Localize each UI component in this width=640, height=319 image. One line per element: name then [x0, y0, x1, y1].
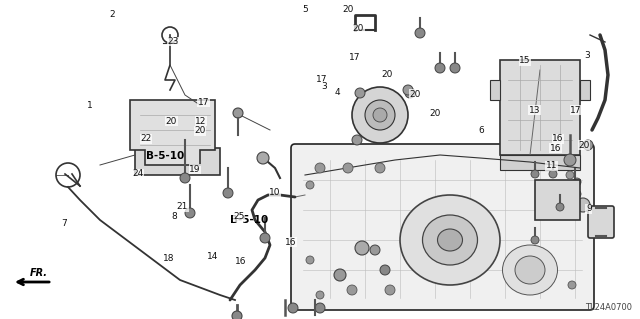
Text: 5: 5 [303, 5, 308, 14]
Text: 16: 16 [235, 257, 246, 266]
Text: 25: 25 [234, 212, 245, 221]
Text: 16: 16 [552, 134, 564, 143]
Circle shape [385, 285, 395, 295]
Circle shape [306, 181, 314, 189]
Text: B-5-10: B-5-10 [230, 215, 269, 225]
Polygon shape [580, 80, 590, 100]
Polygon shape [135, 148, 220, 175]
Text: 20: 20 [342, 5, 354, 14]
Text: 20: 20 [353, 24, 364, 33]
Ellipse shape [400, 195, 500, 285]
Text: 8: 8 [172, 212, 177, 221]
Text: 3: 3 [321, 82, 326, 91]
Circle shape [403, 85, 413, 95]
Circle shape [260, 233, 270, 243]
Circle shape [583, 140, 593, 150]
Text: B-5-10: B-5-10 [146, 151, 184, 161]
Circle shape [223, 188, 233, 198]
Text: 11: 11 [546, 161, 557, 170]
Text: 16: 16 [285, 238, 297, 247]
Circle shape [405, 88, 415, 98]
Text: 17: 17 [570, 106, 582, 115]
Circle shape [566, 171, 574, 179]
Text: 20: 20 [409, 90, 420, 99]
Circle shape [185, 208, 195, 218]
Circle shape [365, 100, 395, 130]
Text: 21: 21 [177, 202, 188, 211]
Circle shape [257, 152, 269, 164]
Circle shape [531, 236, 539, 244]
Circle shape [352, 135, 362, 145]
Circle shape [380, 265, 390, 275]
Text: 7: 7 [61, 219, 67, 228]
Text: 2: 2 [109, 10, 115, 19]
Circle shape [549, 170, 557, 178]
Circle shape [450, 63, 460, 73]
Circle shape [352, 87, 408, 143]
Circle shape [316, 291, 324, 299]
Text: FR.: FR. [30, 268, 48, 278]
Polygon shape [535, 180, 580, 220]
Polygon shape [500, 60, 580, 155]
Text: 20: 20 [429, 109, 441, 118]
Text: 3: 3 [585, 51, 590, 60]
Text: 14: 14 [207, 252, 219, 261]
FancyBboxPatch shape [588, 206, 614, 238]
Text: 10: 10 [269, 189, 281, 197]
Circle shape [370, 245, 380, 255]
Text: 18: 18 [163, 254, 174, 263]
Ellipse shape [422, 215, 477, 265]
Circle shape [573, 178, 581, 186]
Circle shape [347, 285, 357, 295]
Text: 20: 20 [381, 70, 393, 79]
Text: 23: 23 [167, 37, 179, 46]
Text: 4: 4 [335, 88, 340, 97]
Text: 1: 1 [87, 101, 92, 110]
Circle shape [568, 281, 576, 289]
Circle shape [306, 256, 314, 264]
Ellipse shape [515, 256, 545, 284]
Circle shape [343, 163, 353, 173]
Circle shape [375, 163, 385, 173]
Polygon shape [500, 155, 580, 170]
Circle shape [576, 198, 590, 212]
Text: 22: 22 [140, 134, 152, 143]
Ellipse shape [438, 229, 463, 251]
Text: 17: 17 [349, 53, 361, 62]
Text: 19: 19 [189, 165, 201, 174]
Text: 20: 20 [195, 126, 206, 135]
Circle shape [564, 154, 576, 166]
Circle shape [334, 269, 346, 281]
Text: 17: 17 [316, 75, 328, 84]
FancyBboxPatch shape [291, 144, 594, 310]
Text: 13: 13 [529, 106, 540, 115]
Circle shape [435, 63, 445, 73]
Text: 17: 17 [198, 98, 209, 107]
Circle shape [180, 173, 190, 183]
Text: 15: 15 [519, 56, 531, 65]
Circle shape [233, 108, 243, 118]
Circle shape [556, 203, 564, 211]
Text: 6: 6 [479, 126, 484, 135]
Text: TL24A0700: TL24A0700 [585, 303, 632, 312]
Text: 20: 20 [166, 117, 177, 126]
Circle shape [315, 163, 325, 173]
Polygon shape [490, 80, 500, 100]
Circle shape [315, 303, 325, 313]
Circle shape [573, 190, 581, 198]
Text: 20: 20 [578, 141, 589, 150]
Circle shape [355, 241, 369, 255]
Circle shape [531, 170, 539, 178]
Circle shape [355, 88, 365, 98]
Text: 24: 24 [132, 169, 143, 178]
Ellipse shape [502, 245, 557, 295]
Text: 16: 16 [550, 144, 561, 153]
Circle shape [415, 28, 425, 38]
Circle shape [232, 311, 242, 319]
Circle shape [288, 303, 298, 313]
Polygon shape [130, 100, 215, 165]
Text: 9: 9 [586, 204, 591, 213]
Circle shape [373, 108, 387, 122]
Text: 12: 12 [195, 117, 207, 126]
